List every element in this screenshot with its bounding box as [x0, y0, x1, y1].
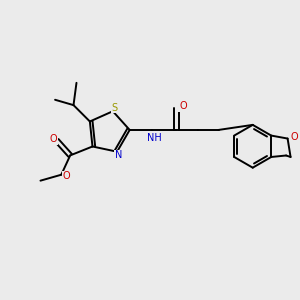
- Text: N: N: [115, 150, 122, 160]
- Text: NH: NH: [147, 133, 161, 143]
- Text: O: O: [290, 132, 298, 142]
- Text: O: O: [179, 101, 187, 111]
- Text: S: S: [111, 103, 117, 113]
- Text: O: O: [50, 134, 57, 144]
- Text: O: O: [63, 171, 70, 181]
